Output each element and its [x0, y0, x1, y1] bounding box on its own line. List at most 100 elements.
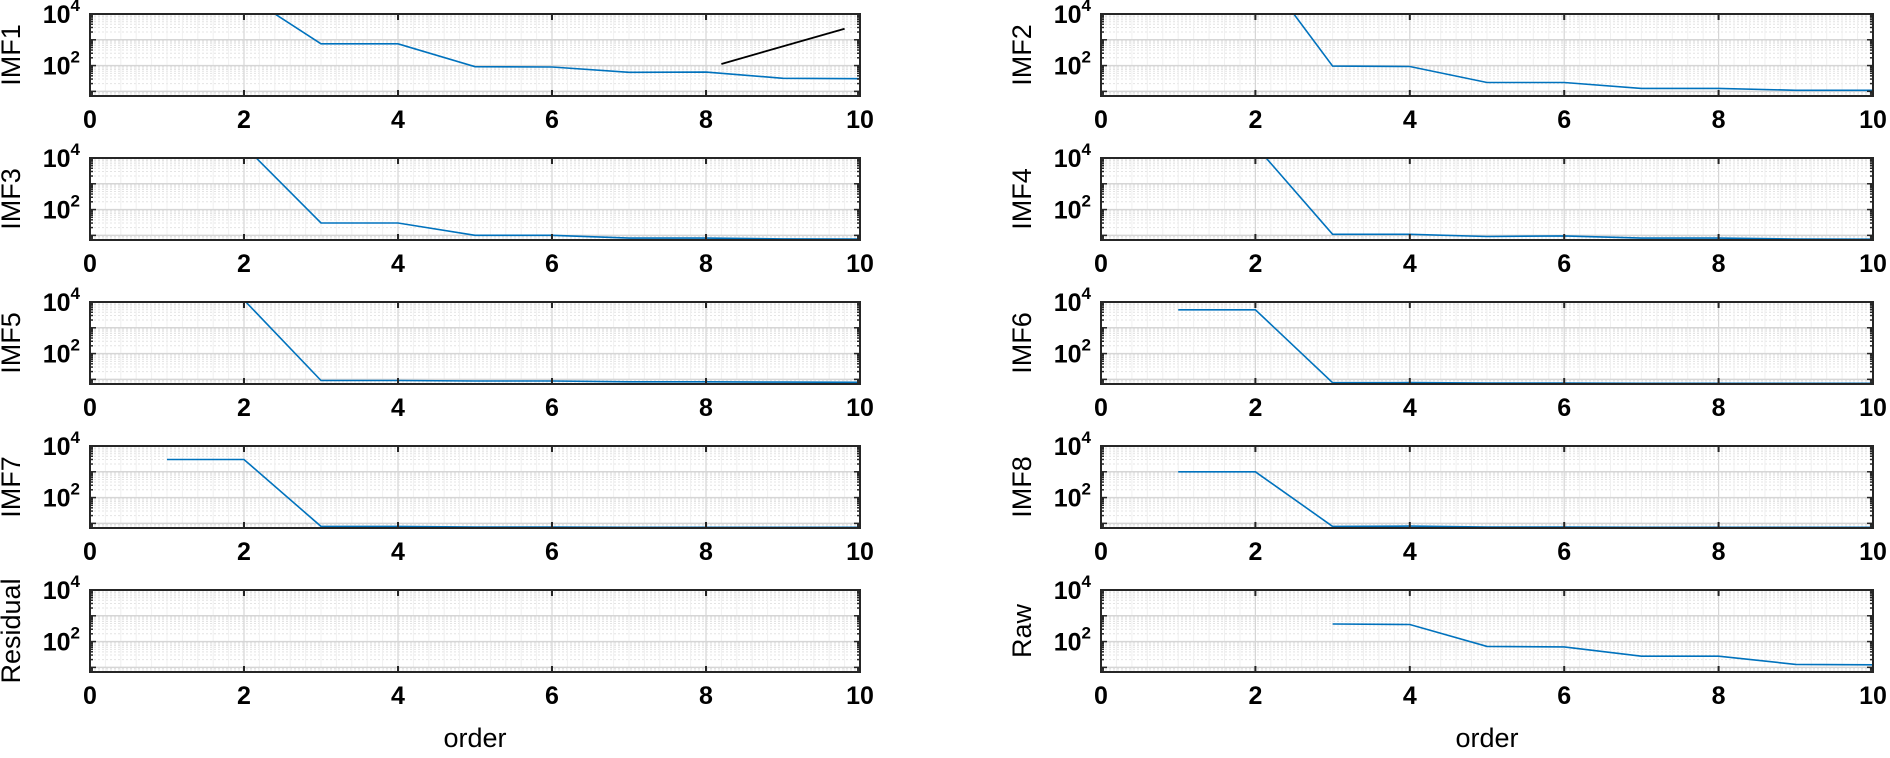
x-tick-label: 10: [1859, 682, 1887, 710]
series-imf2: [1292, 14, 1873, 92]
grid: [1100, 13, 1874, 96]
y-axis-label: IMF8: [1007, 456, 1037, 518]
subplot-imf5: 0 2 4 6 8 10 104 102 IMF5: [0, 284, 874, 422]
x-tick-label: 6: [1557, 538, 1571, 566]
x-tick-label: 2: [1248, 106, 1262, 134]
y-axis-label: IMF3: [0, 168, 26, 230]
x-tick-label: 0: [83, 250, 97, 278]
x-tick-label: 2: [237, 682, 251, 710]
x-tick-label: 10: [846, 538, 874, 566]
y-tick-label: 102: [1054, 336, 1091, 369]
y-tick-label: 102: [1054, 624, 1091, 657]
y-tick-label: 102: [1054, 192, 1091, 225]
x-tick-label: 2: [237, 250, 251, 278]
axes-box: [1100, 13, 1874, 97]
y-tick-label: 104: [43, 0, 81, 29]
y-axis-label: IMF5: [0, 312, 26, 374]
x-tick-label: 10: [846, 106, 874, 134]
subplot-imf8: 0 2 4 6 8 10 104 102 IMF8: [1007, 428, 1887, 566]
x-tick-label: 6: [545, 682, 559, 710]
y-axis-label: IMF4: [1007, 168, 1037, 230]
x-tick-label: 6: [1557, 682, 1571, 710]
x-tick-label: 0: [83, 682, 97, 710]
series-imf1: [273, 14, 860, 80]
axes-box: [1100, 157, 1874, 241]
subplot-imf7: 0 2 4 6 8 10 104 102 IMF7: [0, 428, 874, 566]
y-tick-label: 104: [43, 572, 81, 605]
x-tick-label: 8: [699, 538, 713, 566]
axes-box: [1100, 445, 1874, 529]
x-tick-label: 4: [1403, 538, 1417, 566]
x-tick-label: 0: [1094, 682, 1108, 710]
x-tick-label: 0: [1094, 106, 1108, 134]
subplot-imf2: 0 2 4 6 8 10 104 102 IMF2: [1007, 0, 1887, 134]
x-tick-label: 6: [545, 250, 559, 278]
axes-box: [89, 445, 861, 529]
y-tick-label: 104: [1054, 0, 1092, 29]
grid: [1100, 589, 1874, 672]
axes-box: [89, 589, 861, 673]
x-tick-label: 4: [1403, 394, 1417, 422]
x-tick-label: 2: [1248, 538, 1262, 566]
x-tick-label: 10: [1859, 106, 1887, 134]
y-axis-label: Raw: [1007, 603, 1037, 658]
y-tick-label: 102: [1054, 48, 1091, 81]
axes-box: [89, 301, 861, 385]
y-tick-label: 102: [43, 336, 80, 369]
x-tick-label: 2: [1248, 250, 1262, 278]
x-tick-label: 8: [699, 106, 713, 134]
y-tick-label: 102: [43, 192, 80, 225]
x-tick-label: 4: [1403, 682, 1417, 710]
y-tick-label: 102: [1054, 480, 1091, 513]
series-reference-slope: [721, 27, 845, 65]
x-tick-label: 4: [1403, 106, 1417, 134]
y-tick-label: 104: [43, 428, 81, 461]
axes-box: [1100, 589, 1874, 673]
series-raw: [1332, 623, 1873, 666]
x-tick-label: 8: [699, 682, 713, 710]
x-tick-label: 0: [1094, 538, 1108, 566]
y-tick-label: 102: [43, 48, 80, 81]
x-tick-label: 4: [391, 682, 405, 710]
subplot-imf6: 0 2 4 6 8 10 104 102 IMF6: [1007, 284, 1887, 422]
x-tick-label: 10: [1859, 394, 1887, 422]
x-tick-label: 0: [83, 106, 97, 134]
x-tick-label: 6: [1557, 250, 1571, 278]
x-tick-label: 10: [846, 394, 874, 422]
grid: [1100, 445, 1874, 528]
y-tick-label: 104: [1054, 140, 1092, 173]
y-tick-label: 102: [43, 624, 80, 657]
x-tick-label: 6: [1557, 394, 1571, 422]
x-tick-label: 8: [699, 250, 713, 278]
x-tick-label: 10: [846, 682, 874, 710]
y-tick-label: 104: [43, 140, 81, 173]
x-tick-label: 8: [699, 394, 713, 422]
x-tick-label: 6: [1557, 106, 1571, 134]
x-tick-label: 8: [1712, 394, 1726, 422]
x-tick-label: 4: [391, 394, 405, 422]
x-axis-label: order: [443, 723, 506, 753]
x-tick-label: 4: [391, 106, 405, 134]
x-tick-label: 2: [237, 538, 251, 566]
subplot-raw: 0 2 4 6 8 10 104 102 Raw order: [1007, 572, 1887, 753]
y-axis-label: Residual: [0, 578, 26, 683]
x-tick-label: 0: [83, 538, 97, 566]
x-tick-label: 0: [1094, 250, 1108, 278]
x-tick-label: 2: [237, 106, 251, 134]
y-axis-label: IMF2: [1007, 24, 1037, 86]
x-tick-label: 0: [83, 394, 97, 422]
x-tick-label: 10: [1859, 250, 1887, 278]
axes-box: [1100, 301, 1874, 385]
y-axis-label: IMF1: [0, 24, 26, 86]
subplot-imf3: 0 2 4 6 8 10 104 102 IMF3: [0, 140, 874, 278]
x-tick-label: 8: [1712, 538, 1726, 566]
x-tick-label: 4: [1403, 250, 1417, 278]
subplot-imf1: 0 2 4 6 8 10 104 102 IMF1: [0, 0, 874, 134]
y-tick-label: 104: [1054, 572, 1092, 605]
axes-box: [89, 157, 861, 241]
x-tick-label: 10: [846, 250, 874, 278]
x-tick-label: 2: [1248, 682, 1262, 710]
axes-box: [89, 13, 861, 97]
